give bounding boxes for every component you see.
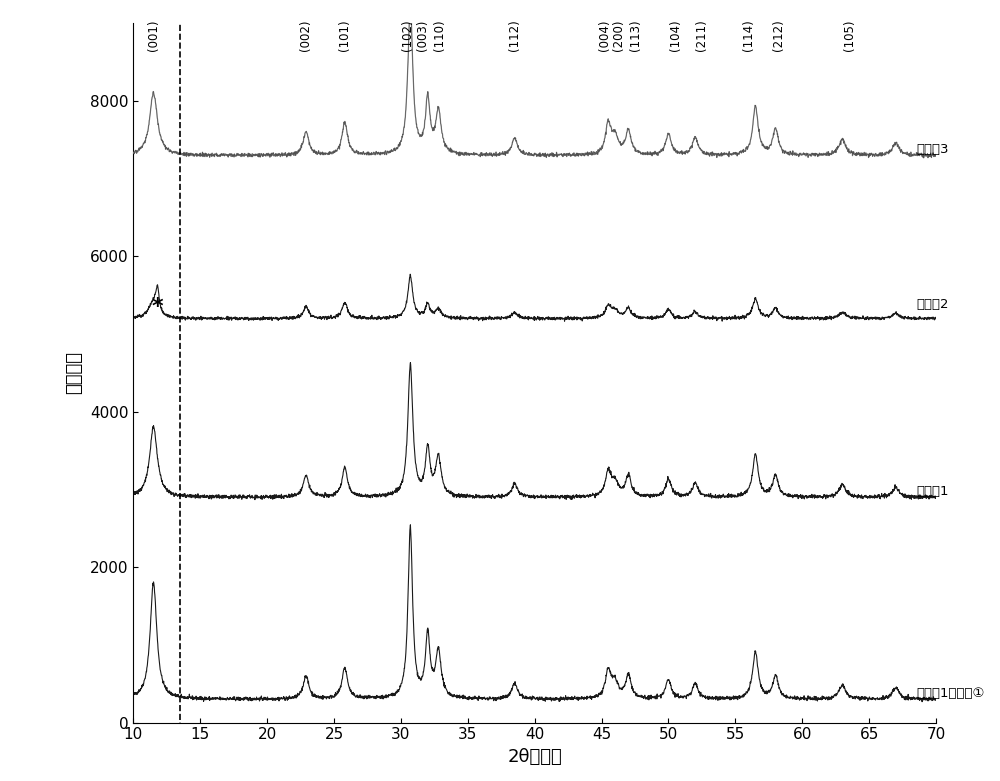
Text: *: * [152, 297, 163, 317]
Text: (004): (004) [598, 19, 611, 51]
Text: 实施例1: 实施例1 [916, 484, 948, 497]
Text: (113): (113) [629, 19, 642, 51]
Text: (114): (114) [742, 19, 755, 51]
Text: (002): (002) [299, 19, 312, 51]
Bar [133, 20, 180, 726]
Text: (101): (101) [338, 19, 351, 51]
Text: (112): (112) [508, 19, 521, 51]
Y-axis label: 相对强度: 相对强度 [65, 351, 83, 394]
Text: (211): (211) [695, 19, 708, 51]
Text: (212): (212) [772, 19, 785, 51]
Text: 实施例3: 实施例3 [916, 143, 948, 155]
Text: (105): (105) [843, 19, 856, 51]
Text: (104): (104) [669, 19, 682, 51]
X-axis label: 2θ（度）: 2θ（度） [507, 748, 562, 766]
Text: (110): (110) [433, 19, 446, 51]
Text: (102): (102) [401, 19, 414, 51]
Text: 实施例1中步骤①: 实施例1中步骤① [916, 686, 984, 700]
Text: (003): (003) [416, 20, 429, 51]
Text: 实施例2: 实施例2 [916, 298, 948, 311]
Text: (001): (001) [147, 19, 160, 51]
Text: (200): (200) [612, 19, 625, 51]
